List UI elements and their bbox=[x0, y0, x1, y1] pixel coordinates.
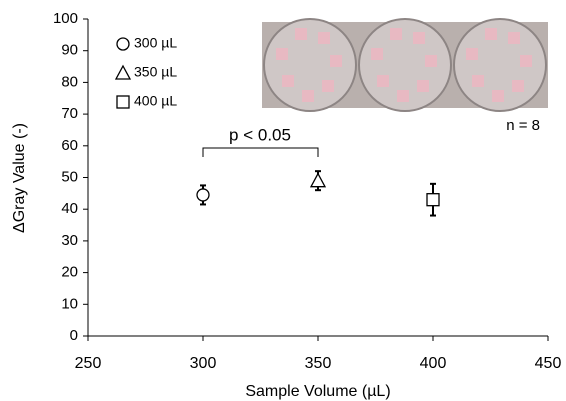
y-tick-label: 90 bbox=[61, 42, 78, 59]
y-tick-label: 80 bbox=[61, 73, 78, 90]
legend-label: 400 µL bbox=[134, 93, 177, 109]
legend-marker bbox=[116, 95, 130, 109]
y-tick-label: 40 bbox=[61, 200, 78, 217]
point bbox=[426, 193, 440, 207]
y-tick-label: 50 bbox=[61, 168, 78, 185]
significance-bracket bbox=[202, 147, 319, 157]
y-tick-label: 60 bbox=[61, 137, 78, 154]
y-tick-label: 20 bbox=[61, 264, 78, 281]
point bbox=[309, 172, 327, 188]
y-tick-label: 100 bbox=[53, 10, 78, 27]
point bbox=[196, 188, 210, 202]
legend-marker bbox=[116, 37, 130, 51]
x-tick-label: 300 bbox=[190, 355, 217, 372]
x-tick-label: 450 bbox=[535, 355, 562, 372]
y-tick-label: 30 bbox=[61, 232, 78, 249]
y-axis-label: ΔGray Value (-) bbox=[11, 123, 28, 233]
annotation: p < 0.05 bbox=[229, 125, 291, 144]
legend-label: 300 µL bbox=[134, 35, 177, 51]
legend-label: 350 µL bbox=[134, 64, 177, 80]
inset-photo bbox=[262, 18, 548, 112]
y-tick-label: 10 bbox=[61, 295, 78, 312]
x-axis-label: Sample Volume (µL) bbox=[245, 383, 390, 400]
y-tick-label: 0 bbox=[70, 327, 78, 344]
x-tick-label: 250 bbox=[75, 355, 102, 372]
legend-marker bbox=[114, 64, 132, 80]
x-tick-label: 350 bbox=[305, 355, 332, 372]
annotation: n = 8 bbox=[506, 117, 540, 134]
y-tick-label: 70 bbox=[61, 105, 78, 122]
x-tick-label: 400 bbox=[420, 355, 447, 372]
